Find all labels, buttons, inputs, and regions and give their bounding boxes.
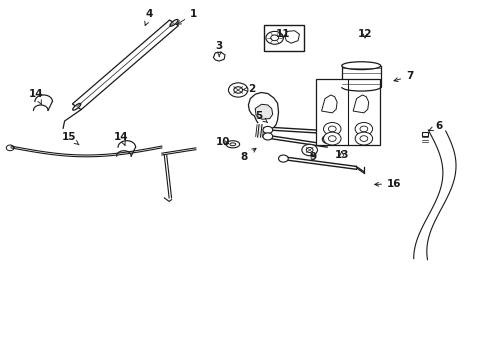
- Polygon shape: [255, 104, 272, 119]
- Text: 14: 14: [29, 89, 43, 105]
- Text: 2: 2: [242, 84, 255, 94]
- Text: 15: 15: [62, 132, 79, 145]
- Circle shape: [359, 126, 367, 132]
- Circle shape: [278, 155, 287, 162]
- Text: 1: 1: [177, 9, 197, 24]
- Circle shape: [265, 31, 283, 44]
- Text: 8: 8: [241, 148, 256, 162]
- Bar: [316, 79, 379, 145]
- Ellipse shape: [73, 103, 81, 110]
- Ellipse shape: [170, 19, 178, 26]
- Text: 5: 5: [255, 111, 267, 123]
- Ellipse shape: [229, 143, 235, 146]
- Bar: [264, 25, 303, 51]
- Bar: [341, 66, 380, 87]
- Polygon shape: [72, 20, 178, 109]
- Circle shape: [328, 126, 335, 132]
- Text: 11: 11: [276, 28, 290, 39]
- Circle shape: [323, 132, 340, 145]
- Circle shape: [228, 83, 247, 97]
- Polygon shape: [321, 95, 336, 113]
- Text: 7: 7: [393, 71, 413, 82]
- Bar: [422, 132, 427, 136]
- Text: 12: 12: [357, 28, 371, 39]
- Text: 10: 10: [215, 138, 229, 148]
- Ellipse shape: [225, 141, 239, 148]
- Text: 3: 3: [215, 41, 223, 57]
- Text: 4: 4: [144, 9, 153, 26]
- Polygon shape: [352, 95, 368, 113]
- Circle shape: [263, 133, 272, 140]
- Circle shape: [328, 136, 335, 141]
- Polygon shape: [248, 93, 278, 129]
- Circle shape: [263, 126, 272, 134]
- Circle shape: [233, 87, 242, 93]
- Circle shape: [354, 122, 372, 135]
- Circle shape: [301, 144, 317, 156]
- Text: 16: 16: [374, 179, 401, 189]
- Text: 6: 6: [428, 121, 442, 131]
- Circle shape: [270, 35, 278, 41]
- Circle shape: [359, 136, 367, 141]
- Circle shape: [305, 148, 312, 153]
- Polygon shape: [213, 52, 224, 61]
- Text: 9: 9: [308, 152, 315, 162]
- Text: 14: 14: [114, 132, 128, 145]
- Polygon shape: [285, 31, 299, 43]
- Circle shape: [322, 135, 333, 144]
- Text: 13: 13: [334, 150, 348, 160]
- Circle shape: [354, 132, 372, 145]
- Circle shape: [323, 122, 340, 135]
- Ellipse shape: [341, 62, 380, 69]
